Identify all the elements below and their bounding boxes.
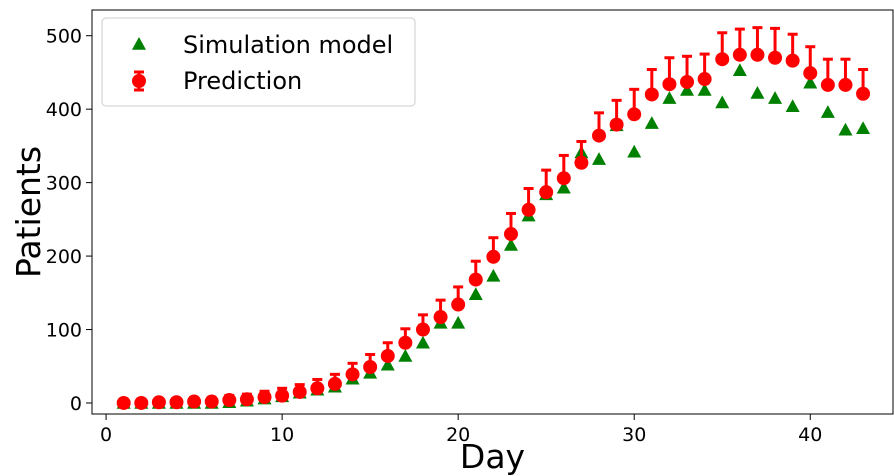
simulation-point [715, 95, 730, 109]
plot-frame [91, 9, 894, 415]
prediction-point [697, 72, 712, 87]
legend: Simulation model Prediction [101, 17, 416, 107]
prediction-point [715, 52, 730, 67]
prediction-point [398, 335, 413, 350]
prediction-point [644, 87, 659, 102]
y-axis-title: Patients [9, 146, 48, 278]
simulation-point [503, 238, 518, 251]
legend-label-prediction: Prediction [183, 67, 302, 95]
prediction-point [768, 50, 783, 65]
prediction-point [486, 249, 501, 264]
x-tick-label: 40 [798, 424, 822, 446]
prediction-point [151, 395, 166, 410]
simulation-point [750, 86, 765, 99]
prediction-point [539, 185, 554, 200]
simulation-point [380, 357, 395, 371]
prediction-point [292, 384, 307, 399]
prediction-point [592, 128, 607, 143]
simulation-point [768, 91, 783, 104]
y-tick-label: 200 [46, 246, 82, 268]
simulation-point [415, 335, 430, 349]
simulation-point [856, 121, 871, 135]
prediction-point [222, 393, 237, 408]
x-tick-label: 0 [100, 424, 112, 446]
prediction-point [732, 47, 747, 62]
prediction-point [310, 381, 325, 396]
simulation-point [592, 152, 607, 165]
prediction-point [363, 359, 378, 374]
prediction-point [327, 376, 342, 391]
simulation-point [451, 315, 466, 329]
prediction-point [468, 272, 483, 287]
prediction-point [503, 227, 518, 242]
prediction-point [680, 74, 695, 89]
prediction-point [345, 367, 360, 382]
x-tick-label: 10 [270, 424, 294, 446]
prediction-point [134, 395, 149, 410]
prediction-point [275, 388, 290, 403]
prediction-point [803, 66, 818, 81]
simulation-point [662, 91, 677, 104]
legend-entry-simulation: Simulation model [132, 31, 393, 59]
prediction-point [204, 394, 219, 409]
y-tick-label: 100 [46, 320, 82, 342]
prediction-point [415, 322, 430, 337]
y-tick-label: 400 [46, 99, 82, 121]
prediction-point [433, 310, 448, 325]
prediction-point [750, 47, 765, 62]
prediction-point [556, 171, 571, 186]
simulation-point [680, 83, 695, 96]
prediction-point [838, 77, 853, 92]
prediction-point [609, 117, 624, 132]
legend-entry-prediction: Prediction [132, 67, 302, 95]
legend-label-simulation: Simulation model [183, 31, 393, 59]
prediction-point [257, 390, 272, 405]
prediction-point [662, 77, 677, 92]
prediction-point [574, 155, 589, 170]
simulation-point [556, 180, 571, 194]
y-tick-label: 500 [46, 26, 82, 48]
simulation-point [732, 63, 747, 76]
x-tick-label: 30 [622, 424, 646, 446]
prediction-point [785, 53, 800, 68]
simulation-point [644, 116, 659, 129]
y-tick-label: 300 [46, 173, 82, 195]
simulation-point [803, 75, 818, 89]
plot-layer [116, 26, 871, 410]
simulation-point [486, 268, 501, 282]
prediction-point [521, 202, 536, 217]
simulation-point [785, 99, 800, 112]
y-tick-label: 0 [70, 393, 82, 415]
x-tick-label: 20 [446, 424, 470, 446]
prediction-point [116, 395, 131, 410]
legend-triangle-marker [132, 37, 146, 50]
x-axis-title: Day [460, 437, 525, 476]
prediction-point [451, 297, 466, 312]
simulation-point [468, 287, 483, 301]
prediction-point [627, 107, 642, 122]
simulation-point [627, 144, 642, 158]
prediction-point [856, 86, 871, 101]
prediction-point [169, 395, 184, 410]
legend-box [101, 17, 416, 107]
legend-errorbar-marker [132, 70, 146, 92]
simulation-point [820, 105, 835, 118]
simulation-point [398, 348, 413, 362]
prediction-point [239, 392, 254, 407]
simulation-point [838, 122, 853, 136]
prediction-point [820, 77, 835, 92]
prediction-point [380, 348, 395, 363]
simulation-point [697, 83, 712, 96]
prediction-point [187, 394, 202, 409]
